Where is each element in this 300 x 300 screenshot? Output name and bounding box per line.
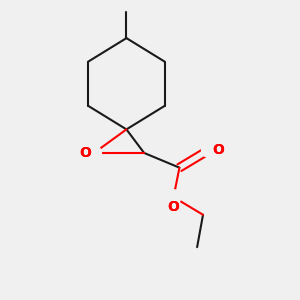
Text: O: O: [212, 143, 224, 157]
Text: O: O: [212, 143, 224, 157]
Text: O: O: [79, 146, 91, 160]
Circle shape: [202, 142, 216, 158]
Text: O: O: [168, 200, 179, 214]
Circle shape: [166, 190, 181, 205]
Circle shape: [87, 146, 101, 160]
Text: O: O: [168, 200, 179, 214]
Text: O: O: [79, 146, 91, 160]
